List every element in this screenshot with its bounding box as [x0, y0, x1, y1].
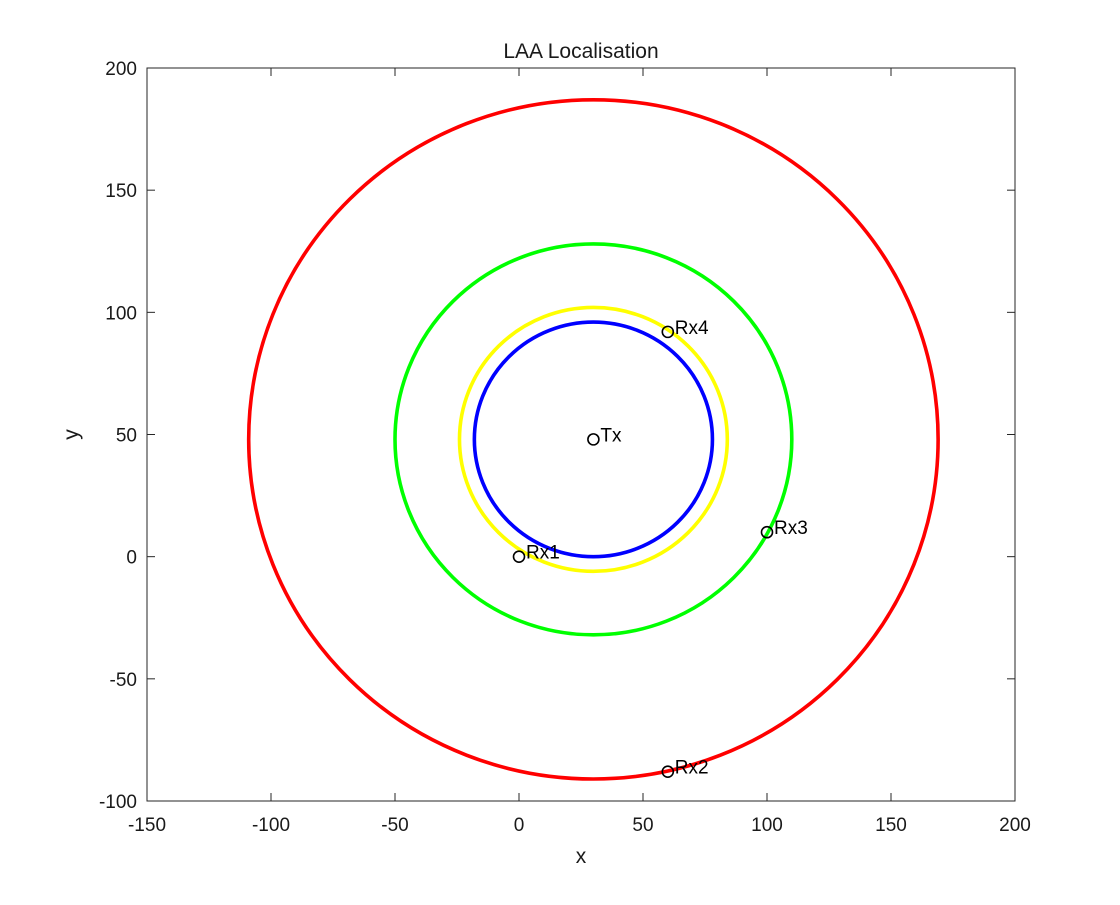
y-tick-label: -50: [110, 670, 137, 691]
points-layer: Tx Rx1 Rx2 Rx3 Rx4: [512, 318, 808, 779]
x-tick-label: 150: [875, 815, 907, 836]
y-axis-label: y: [60, 429, 83, 440]
rx2-label: Rx2: [675, 758, 709, 779]
rx1-marker: [512, 550, 526, 563]
x-tick-label: 200: [999, 815, 1031, 836]
chart-title: LAA Localisation: [503, 40, 658, 63]
rx4-marker: [661, 325, 675, 339]
rx2-marker: [661, 765, 675, 778]
rx3-label: Rx3: [774, 518, 808, 539]
rx3-marker: [760, 525, 774, 539]
x-tick-label: -150: [128, 815, 166, 836]
y-tick-label: 100: [105, 303, 137, 324]
circles-layer: [246, 97, 940, 781]
tx-label: Tx: [600, 425, 622, 446]
rx1-label: Rx1: [526, 543, 560, 564]
tx-marker: [587, 433, 600, 446]
x-tick-label: 50: [632, 815, 653, 836]
ticks-layer: -150 -100 -50 0 50 100 150 200-100-500501001502…: [99, 59, 1031, 836]
y-tick-label: -100: [99, 792, 137, 813]
x-tick-label: 100: [751, 815, 783, 836]
range-circle-4: [472, 320, 715, 559]
y-tick-label: 0: [126, 548, 137, 569]
x-tick-label: -100: [252, 815, 290, 836]
x-axis-label: x: [576, 845, 587, 868]
y-tick-label: 200: [105, 59, 137, 80]
range-circle-1: [246, 97, 940, 781]
x-tick-label: 0: [514, 815, 525, 836]
range-circle-3: [457, 305, 730, 574]
rx4-label: Rx4: [675, 318, 709, 339]
x-tick-label: -50: [381, 815, 408, 836]
y-tick-label: 50: [116, 426, 137, 447]
range-circle-2: [393, 242, 794, 637]
y-tick-label: 150: [105, 181, 137, 202]
